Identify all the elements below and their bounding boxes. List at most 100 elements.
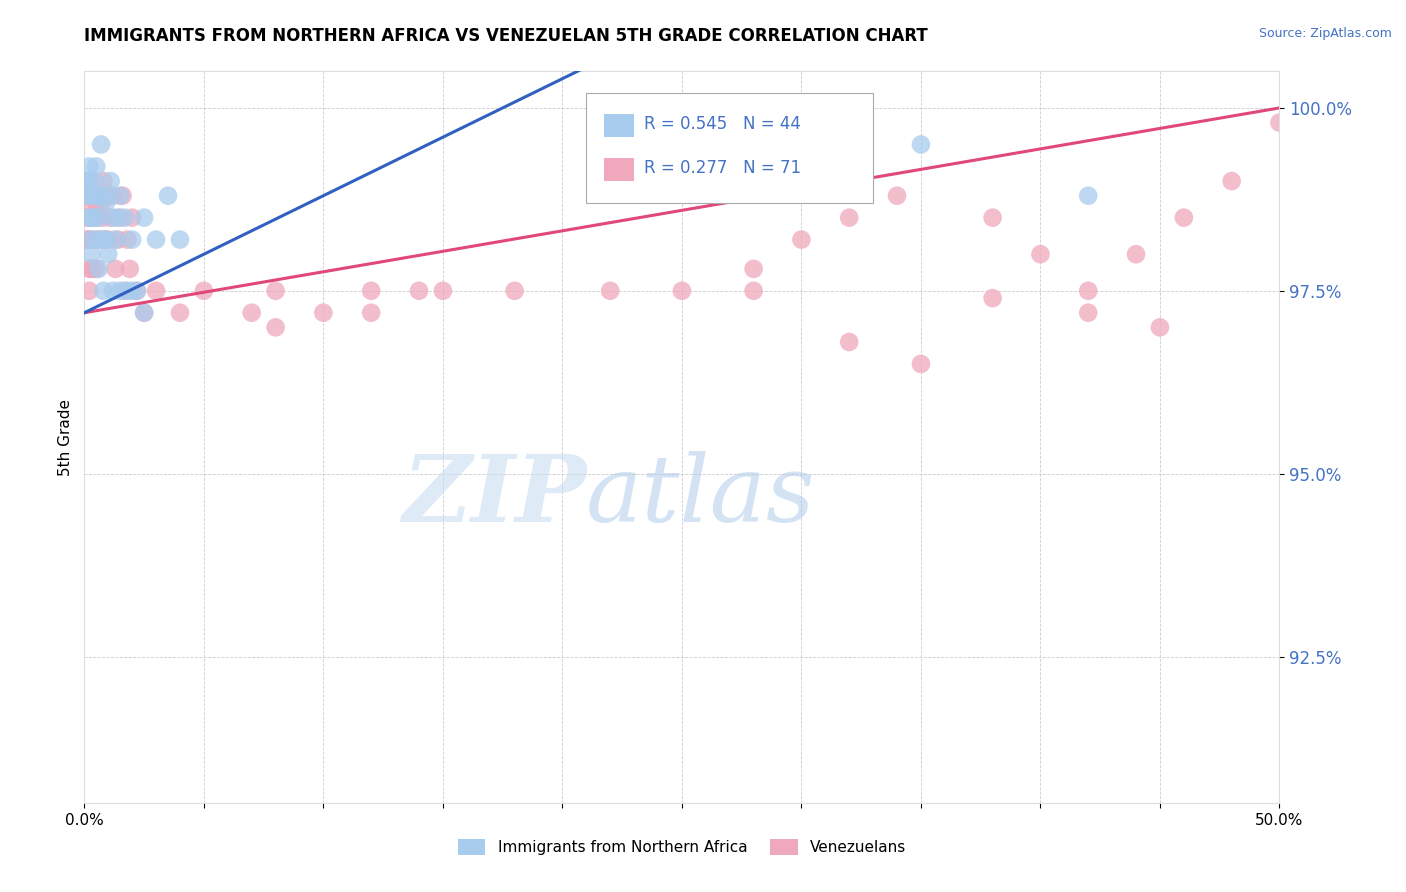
Point (86, 261, 108, 276)
Point (83, 261, 105, 276)
Point (981, 291, 1004, 305)
Text: R = 0.277   N = 71: R = 0.277 N = 71 (644, 159, 801, 177)
Point (132, 306, 156, 320)
Point (80, 261, 103, 276)
Point (77, 211, 100, 225)
Point (87, 233, 110, 247)
Point (93, 233, 115, 247)
Point (910, 357, 932, 371)
Point (121, 284, 143, 298)
Point (132, 306, 156, 320)
Point (94, 233, 117, 247)
Point (90, 196, 112, 211)
Point (1077, 284, 1099, 298)
Point (111, 188, 134, 202)
Point (76, 174, 98, 188)
Point (83, 211, 105, 225)
Point (432, 284, 454, 298)
Point (742, 261, 765, 276)
Point (86, 188, 108, 202)
Point (1077, 188, 1099, 202)
Point (838, 211, 860, 225)
Text: Source: ZipAtlas.com: Source: ZipAtlas.com (1258, 27, 1392, 40)
Point (80, 211, 103, 225)
Point (886, 188, 908, 202)
Y-axis label: 5th Grade: 5th Grade (58, 399, 73, 475)
Point (1125, 247, 1147, 261)
Point (360, 284, 382, 298)
Point (790, 233, 813, 247)
Point (86, 233, 108, 247)
Legend: Immigrants from Northern Africa, Venezuelans: Immigrants from Northern Africa, Venezue… (451, 833, 912, 861)
Point (101, 188, 124, 202)
Point (110, 211, 132, 225)
Point (77, 261, 100, 276)
Point (77, 284, 100, 298)
Point (118, 261, 141, 276)
Point (94, 233, 117, 247)
Point (110, 284, 132, 298)
Point (117, 284, 139, 298)
Point (838, 334, 860, 349)
Point (76, 211, 98, 225)
Point (312, 306, 335, 320)
Point (671, 284, 693, 298)
Point (104, 233, 127, 247)
Point (86, 160, 108, 174)
Point (114, 211, 136, 225)
Point (97, 188, 120, 202)
Point (77, 188, 100, 202)
Point (93, 211, 115, 225)
Point (121, 211, 143, 225)
Point (97, 233, 120, 247)
Point (97, 247, 120, 261)
Point (94, 196, 117, 211)
Text: IMMIGRANTS FROM NORTHERN AFRICA VS VENEZUELAN 5TH GRADE CORRELATION CHART: IMMIGRANTS FROM NORTHERN AFRICA VS VENEZ… (84, 27, 928, 45)
Point (742, 284, 765, 298)
Point (97, 188, 120, 202)
Point (77, 174, 100, 188)
Point (1220, 174, 1243, 188)
Point (100, 211, 122, 225)
Point (80, 233, 103, 247)
Point (1173, 211, 1195, 225)
Point (132, 211, 156, 225)
Point (107, 233, 129, 247)
Point (117, 233, 139, 247)
Point (83, 174, 105, 188)
Point (90, 188, 112, 202)
Point (360, 306, 382, 320)
Point (90, 233, 112, 247)
Point (77, 211, 100, 225)
Point (80, 247, 103, 261)
Point (408, 284, 430, 298)
Point (107, 211, 129, 225)
Point (1029, 247, 1052, 261)
Point (100, 174, 122, 188)
Point (76, 188, 98, 202)
Point (193, 284, 215, 298)
Text: R = 0.545   N = 44: R = 0.545 N = 44 (644, 115, 800, 133)
Point (90, 137, 112, 152)
Point (76, 233, 98, 247)
Point (87, 261, 110, 276)
Point (87, 211, 110, 225)
Point (93, 174, 115, 188)
Point (157, 188, 180, 202)
Point (101, 211, 124, 225)
Point (76, 174, 98, 188)
Text: ZIP: ZIP (402, 450, 586, 541)
Point (83, 211, 105, 225)
Point (981, 211, 1004, 225)
Point (80, 233, 103, 247)
Point (93, 284, 115, 298)
Point (145, 233, 167, 247)
Point (110, 188, 132, 202)
Bar (605, 158, 634, 181)
Point (169, 306, 191, 320)
Point (80, 211, 103, 225)
Point (87, 188, 110, 202)
Point (80, 196, 103, 211)
Point (121, 233, 143, 247)
Point (503, 284, 526, 298)
